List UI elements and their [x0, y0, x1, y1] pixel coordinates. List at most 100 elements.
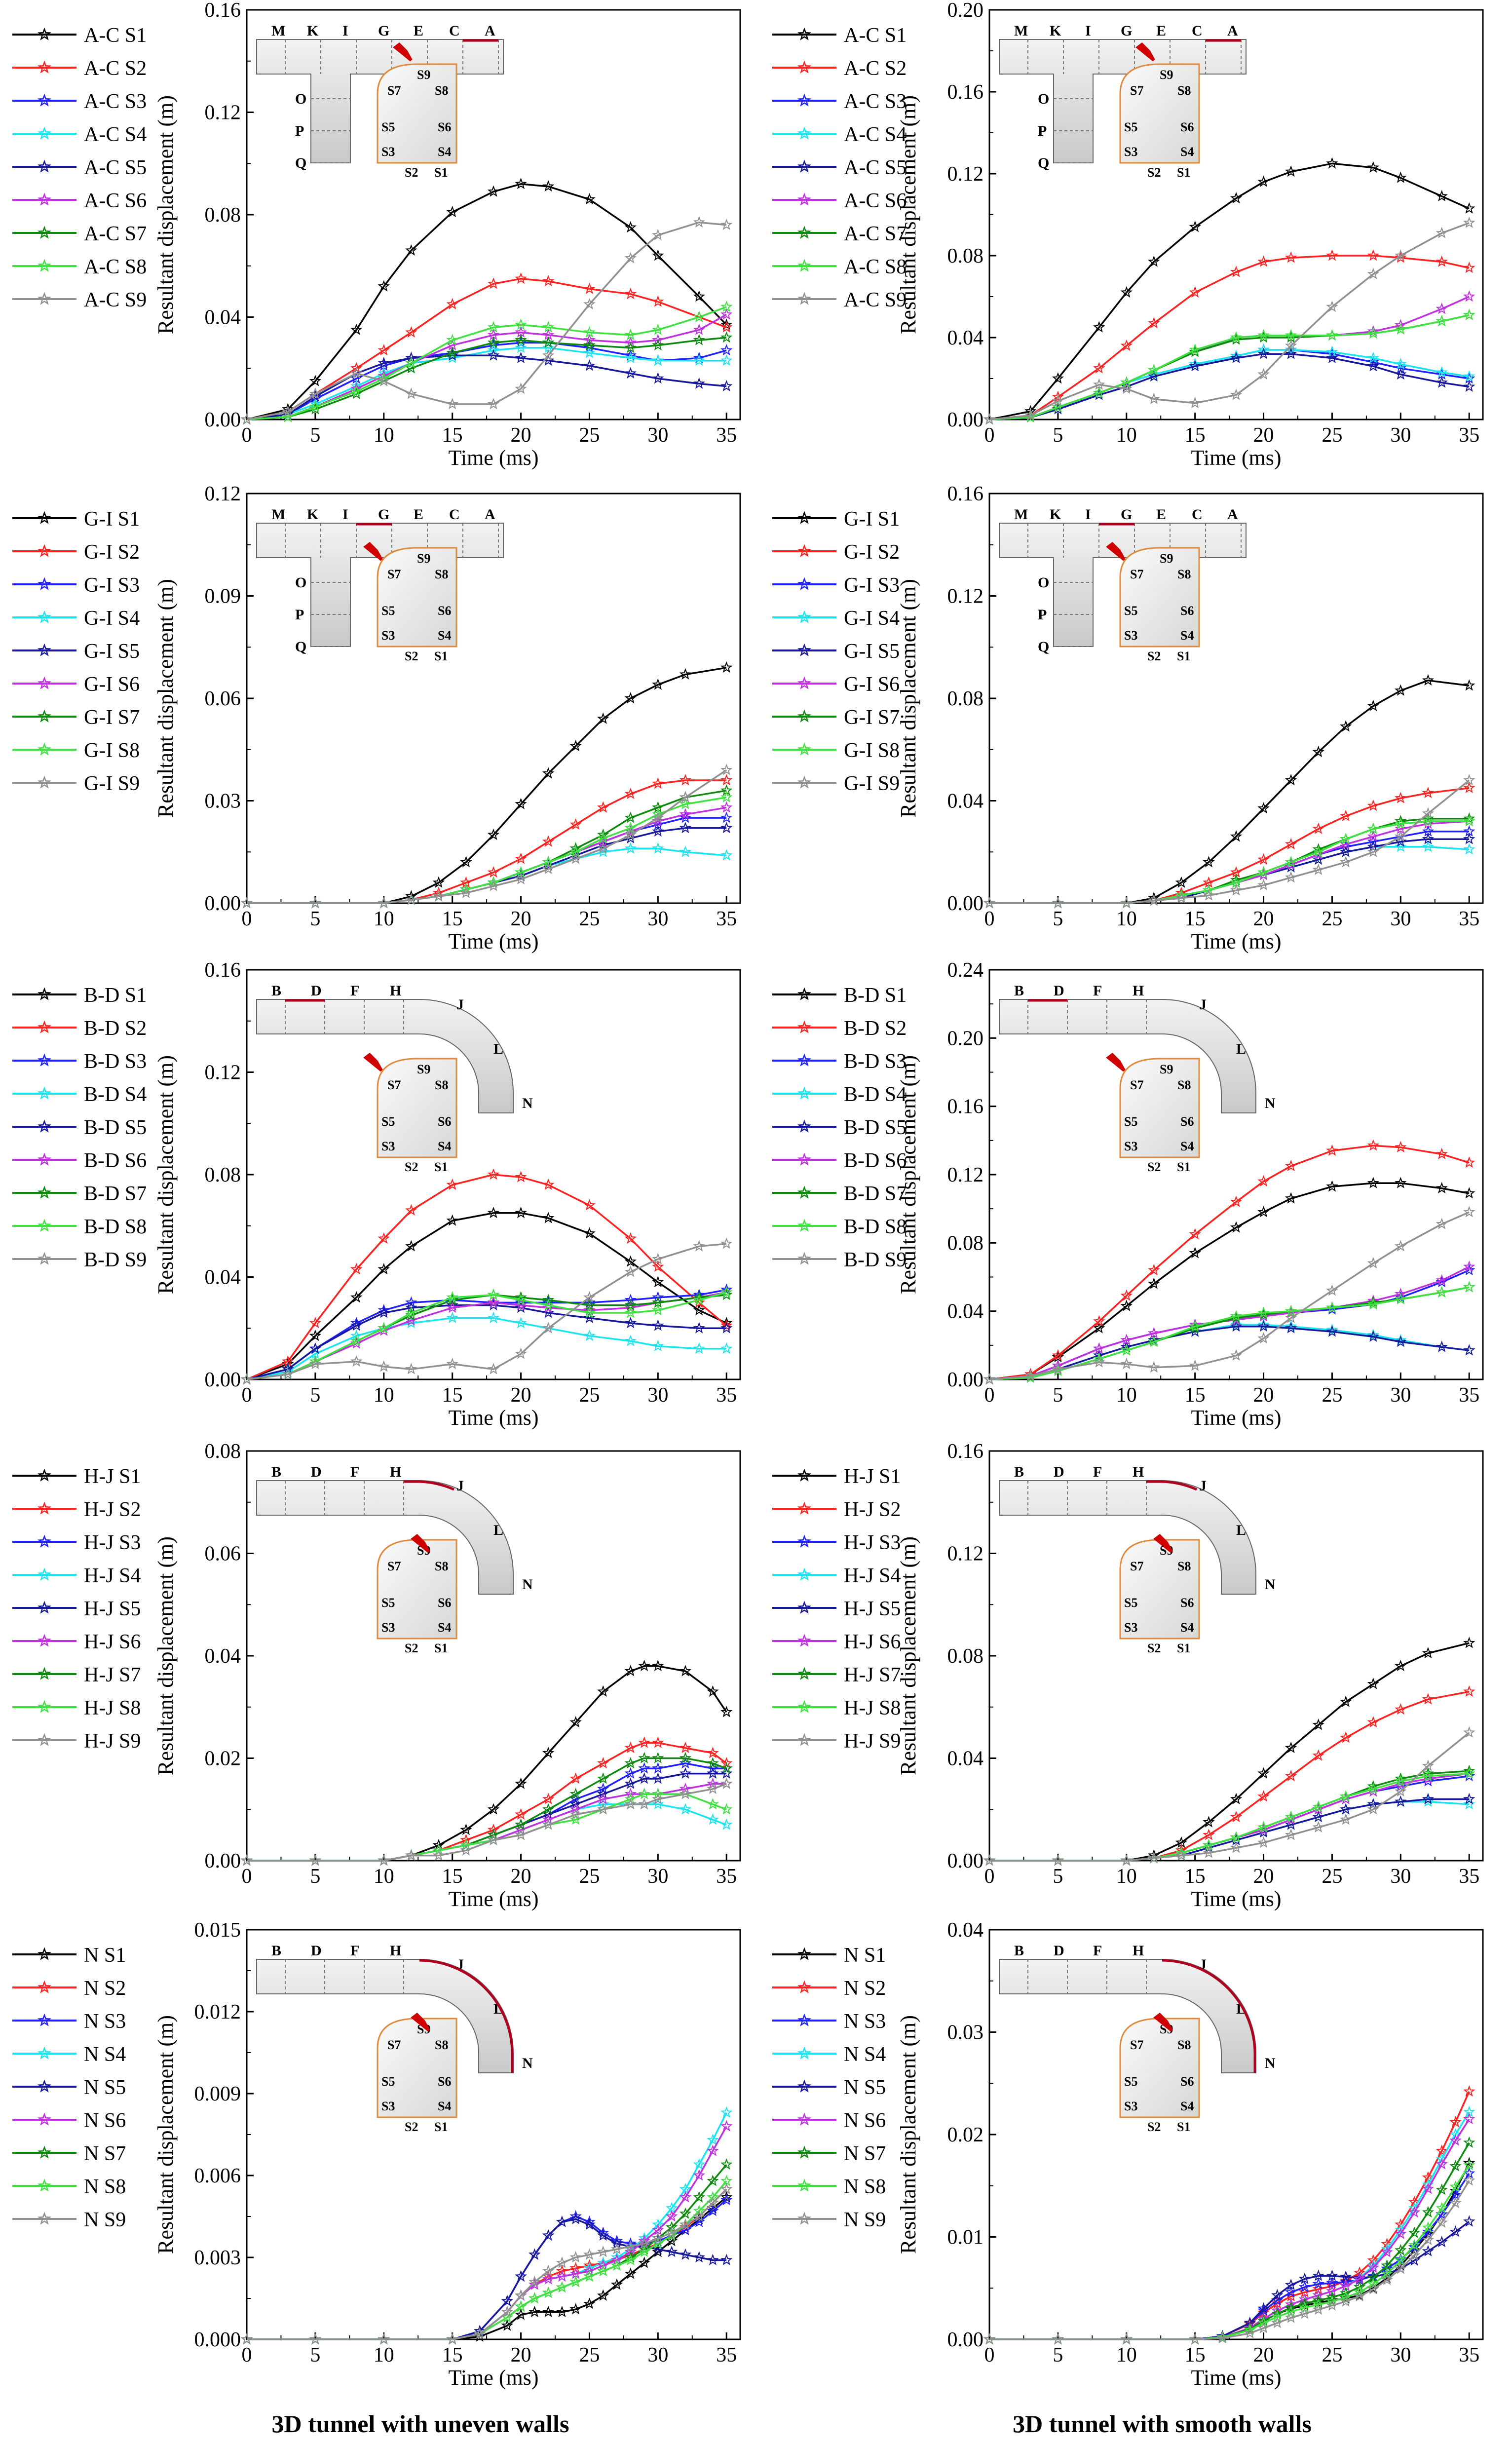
- data-point: [569, 2262, 582, 2274]
- data-point: [624, 2253, 637, 2265]
- legend: N S1 N S2 N S3 N S4 N S5 N S6 N S7 N S8 N S9: [772, 1944, 886, 2231]
- data-point: [597, 801, 609, 813]
- data-point: [446, 346, 458, 358]
- series-n-s2: [983, 2085, 1475, 2345]
- data-point: [983, 1854, 996, 1866]
- data-point: [1285, 1818, 1297, 1830]
- data-point: [1257, 368, 1270, 380]
- data-point: [610, 2259, 623, 2271]
- sensor-label: S3: [381, 1139, 395, 1153]
- data-point: [529, 2275, 541, 2288]
- legend: H-J S1 H-J S2 H-J S3 H-J S4 H-J S5 H-J S6 H-J …: [12, 1465, 141, 1753]
- series-line: [247, 2112, 727, 2340]
- data-point: [378, 375, 390, 386]
- series-line: [989, 2163, 1470, 2340]
- data-point: [624, 252, 637, 264]
- legend-label: H-J S9: [844, 1730, 901, 1753]
- data-point: [1093, 1356, 1105, 1368]
- y-tick-label: 0.08: [947, 245, 984, 267]
- data-point: [1093, 1352, 1105, 1364]
- data-point: [679, 1741, 692, 1754]
- data-point: [1339, 1813, 1352, 1825]
- data-point: [1148, 317, 1160, 329]
- data-point: [1189, 1320, 1201, 1332]
- data-point: [652, 249, 664, 261]
- data-point: [679, 821, 692, 834]
- sensor-label: S2: [1147, 1641, 1161, 1655]
- sensor-label: S3: [1124, 628, 1137, 643]
- data-point: [240, 897, 253, 909]
- data-point: [1353, 2281, 1366, 2292]
- legend-marker: [797, 1119, 811, 1133]
- tunnel-outline: [999, 999, 1256, 1113]
- data-point: [1285, 1829, 1297, 1840]
- tunnel-point-label: D: [1054, 1943, 1064, 1959]
- data-point: [1093, 321, 1105, 333]
- data-point: [542, 1793, 555, 1804]
- sensor-label: S7: [387, 1559, 401, 1573]
- tunnel-point-label: I: [342, 23, 348, 39]
- data-point: [501, 2294, 514, 2306]
- data-point: [1230, 1349, 1243, 1361]
- data-point: [350, 362, 363, 374]
- y-tick-label: 0.00: [947, 409, 984, 431]
- data-point: [1285, 1810, 1297, 1823]
- series-b-d-s9: [240, 1237, 733, 1385]
- tunnel-point-label: C: [449, 23, 460, 39]
- tunnel-point-label: A: [1227, 506, 1238, 523]
- data-point: [583, 1227, 596, 1239]
- data-point: [720, 1803, 733, 1815]
- data-point: [707, 1747, 719, 1758]
- data-point: [720, 331, 733, 343]
- y-tick-label: 0.04: [205, 1645, 241, 1668]
- series-group: [240, 177, 733, 425]
- data-point: [515, 1294, 527, 1305]
- x-tick-label: 35: [1459, 2344, 1479, 2367]
- data-point: [487, 1363, 500, 1374]
- data-point: [679, 668, 692, 680]
- tunnel-point-label: K: [1050, 23, 1061, 39]
- data-point: [1449, 2134, 1462, 2146]
- data-point: [487, 321, 500, 333]
- data-point: [1367, 1782, 1380, 1794]
- legend-marker: [797, 643, 811, 656]
- tunnel-point-label: O: [1038, 574, 1049, 591]
- data-point: [652, 1291, 664, 1303]
- data-point: [583, 326, 596, 338]
- sensor-label: S8: [1177, 1078, 1191, 1092]
- data-point: [1120, 339, 1133, 351]
- x-tick-label: 0: [984, 2344, 995, 2367]
- legend-marker: [38, 1501, 51, 1515]
- series-n-s1: [240, 2191, 733, 2345]
- data-point: [1395, 323, 1407, 335]
- legend-marker: [797, 511, 811, 524]
- data-point: [378, 344, 390, 356]
- series-line: [989, 2173, 1470, 2340]
- data-point: [1395, 1785, 1407, 1797]
- legend-marker: [38, 1700, 51, 1713]
- sensor-label: S2: [1147, 165, 1161, 180]
- data-point: [1395, 684, 1407, 696]
- legend: G-I S1 G-I S2 G-I S3 G-I S4 G-I S5 G-I S6 G-I …: [772, 508, 900, 795]
- data-point: [529, 2278, 541, 2290]
- data-point: [1395, 830, 1407, 842]
- x-tick-label: 30: [1390, 1865, 1411, 1888]
- series-line: [989, 1690, 1470, 1862]
- data-point: [1463, 1793, 1475, 1804]
- data-point: [542, 2273, 555, 2285]
- blast-arrow-icon: [411, 2013, 430, 2032]
- data-point: [720, 1777, 733, 1789]
- data-point: [983, 2333, 996, 2345]
- data-point: [405, 351, 417, 363]
- x-tick-label: 20: [511, 2344, 531, 2367]
- data-point: [487, 1288, 500, 1300]
- data-point: [487, 349, 500, 361]
- data-point: [1257, 175, 1270, 188]
- data-point: [1120, 2333, 1133, 2345]
- series-line: [247, 2196, 727, 2340]
- series-a-c-s1: [983, 157, 1475, 425]
- x-tick-label: 30: [647, 2344, 668, 2367]
- legend-label: A-C S1: [84, 24, 147, 47]
